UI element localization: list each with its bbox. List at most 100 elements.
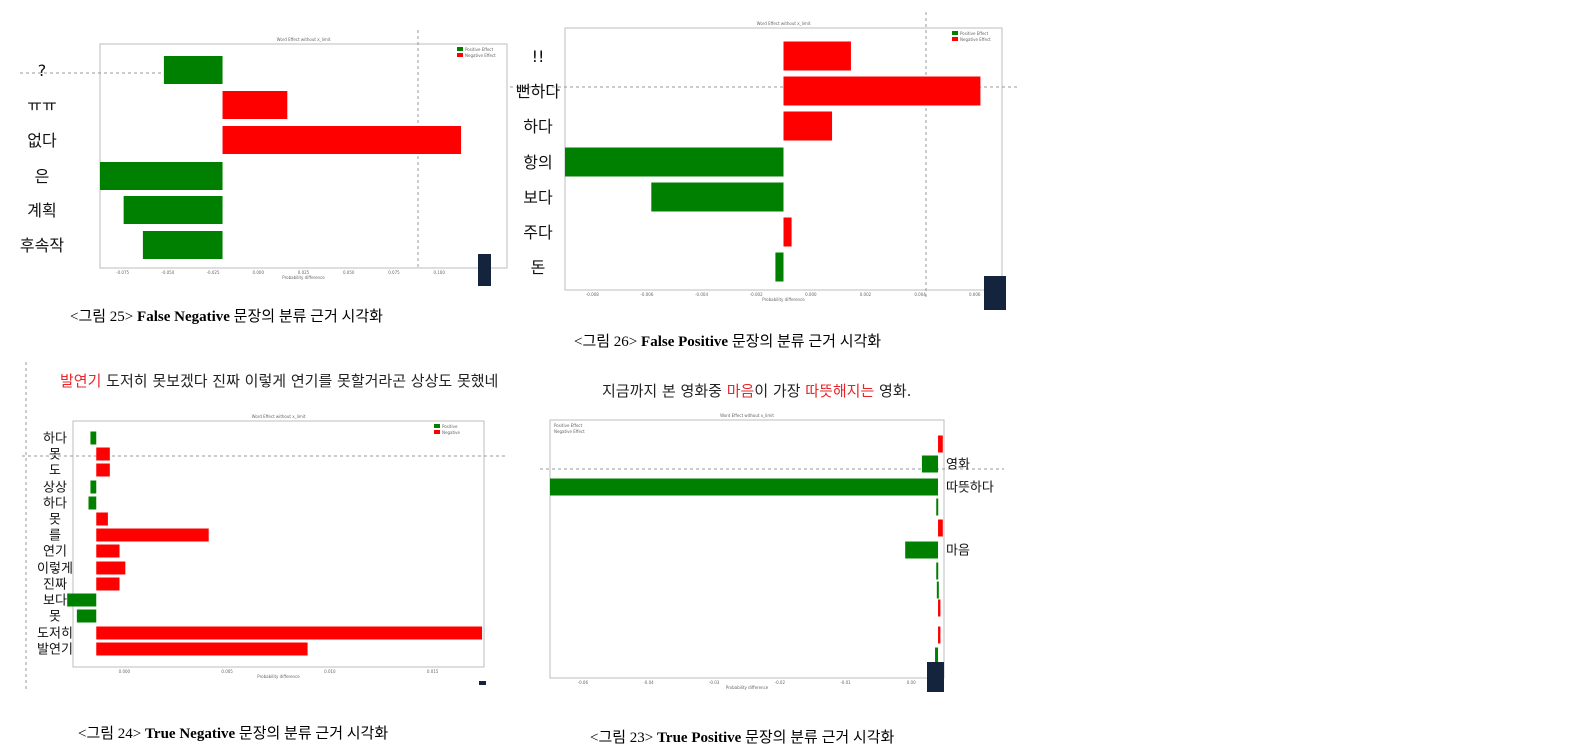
legend-entry: Positive xyxy=(442,424,458,429)
y-tick-label: 진짜 xyxy=(43,578,67,593)
caption-fig25-prefix: <그림 25> xyxy=(70,309,137,325)
x-tick-label: 0.000 xyxy=(805,292,817,297)
caption-fig25-suffix: 문장의 분류 근거 시각화 xyxy=(230,309,383,325)
x-axis-label: Probability difference xyxy=(282,275,325,280)
y-tick-label: 영화 xyxy=(946,458,970,473)
corner-logo xyxy=(927,662,944,692)
y-tick-label: 연기 xyxy=(43,545,67,560)
x-tick-label: 0.025 xyxy=(298,270,310,275)
x-tick-label: 0.050 xyxy=(343,270,355,275)
bar xyxy=(565,148,784,177)
bar xyxy=(96,562,125,575)
bar xyxy=(143,231,223,259)
y-tick-label: 마음 xyxy=(946,544,970,559)
x-tick-label: -0.008 xyxy=(586,292,599,297)
caption-fig24-bold: True Negative xyxy=(145,726,235,742)
y-tick-label: 못 xyxy=(49,513,61,528)
legend-entry: Positive Effect xyxy=(960,31,989,36)
sentence-fig23-part2: 이 가장 xyxy=(754,382,805,400)
chart-title: Word Effect without x_limit xyxy=(720,413,774,418)
caption-fig24: <그림 24> True Negative 문장의 분류 근거 시각화 xyxy=(78,722,388,743)
sentence-fig23-highlight2: 따뜻해지는 xyxy=(805,382,874,400)
caption-fig25-bold: False Negative xyxy=(137,309,230,325)
chart-title: Word Effect without x_limit xyxy=(252,414,306,419)
caption-fig24-prefix: <그림 24> xyxy=(78,726,145,742)
bar xyxy=(96,464,110,477)
y-tick-label: 못 xyxy=(49,448,61,463)
caption-fig25: <그림 25> False Negative 문장의 분류 근거 시각화 xyxy=(70,305,383,326)
y-tick-label: 돈 xyxy=(531,258,546,277)
sentence-fig24: 발연기 도저히 못보겠다 진짜 이렇게 연기를 못할거라곤 상상도 못했네 xyxy=(60,372,510,391)
x-tick-label: 0.015 xyxy=(427,669,439,674)
bar xyxy=(784,112,833,141)
bar xyxy=(936,499,938,516)
bar xyxy=(922,456,938,473)
chart-fig25: Word Effect without x_limit Probability d… xyxy=(0,0,510,300)
legend-swatch xyxy=(457,47,463,51)
x-tick-label: -0.006 xyxy=(640,292,653,297)
y-tick-label: 도저히 xyxy=(37,627,73,642)
legend-entry: Positive Effect xyxy=(465,47,494,52)
x-tick-label: 0.010 xyxy=(324,669,336,674)
figure-24: Word Effect without x_limit Probability d… xyxy=(0,400,520,700)
y-tick-label: 도 xyxy=(49,464,61,479)
sentence-fig23-highlight1: 마음 xyxy=(727,382,755,400)
corner-logo xyxy=(478,254,491,286)
caption-fig26: <그림 26> False Positive 문장의 분류 근거 시각화 xyxy=(574,330,881,351)
figure-26: Word Effect without x_limit Probability d… xyxy=(505,0,1025,320)
caption-fig23: <그림 23> True Positive 문장의 분류 근거 시각화 xyxy=(590,726,894,747)
corner-logo xyxy=(479,681,486,685)
sentence-fig23-part1: 지금까지 본 영화중 xyxy=(602,382,727,400)
bar xyxy=(905,542,938,559)
bar xyxy=(96,578,119,591)
y-tick-label: 를 xyxy=(49,529,61,544)
bar xyxy=(96,513,108,526)
plot-frame xyxy=(550,420,944,678)
legend-entry: Negative Effect xyxy=(554,429,585,434)
x-tick-label: 0.100 xyxy=(433,270,445,275)
y-tick-label: 하다 xyxy=(43,497,67,512)
bar xyxy=(938,600,940,617)
y-tick-label: 계획 xyxy=(27,201,56,220)
bar xyxy=(935,648,938,665)
legend-entry: Positive Effect xyxy=(554,423,583,428)
bar xyxy=(96,529,208,542)
bar xyxy=(784,42,851,71)
x-tick-label: -0.075 xyxy=(116,270,129,275)
bar xyxy=(96,448,110,461)
x-tick-label: 0.00 xyxy=(907,680,916,685)
chart-title: Word Effect without x_limit xyxy=(277,37,331,42)
bar xyxy=(938,520,943,537)
bar xyxy=(937,582,939,599)
x-tick-label: 0.002 xyxy=(860,292,872,297)
y-tick-label: ㅠㅠ xyxy=(27,96,56,115)
y-tick-label: 은 xyxy=(35,167,50,186)
bar xyxy=(67,594,96,607)
bar xyxy=(124,196,223,224)
bar xyxy=(164,56,223,84)
bar xyxy=(77,610,96,623)
caption-fig23-suffix: 문장의 분류 근거 시각화 xyxy=(741,730,894,746)
corner-logo xyxy=(984,276,1006,310)
x-tick-label: -0.025 xyxy=(207,270,220,275)
x-tick-label: -0.01 xyxy=(840,680,851,685)
bar xyxy=(90,481,96,494)
chart-fig24: Word Effect without x_limit Probability d… xyxy=(0,400,520,700)
bar xyxy=(775,253,783,282)
x-tick-label: 0.004 xyxy=(914,292,926,297)
bar xyxy=(938,436,943,453)
sentence-fig23-part3: 영화. xyxy=(874,382,911,400)
sentence-fig23: 지금까지 본 영화중 마음이 가장 따뜻해지는 영화. xyxy=(602,382,1062,401)
bar xyxy=(223,126,462,154)
y-tick-label: 후속작 xyxy=(20,236,64,255)
bar xyxy=(223,91,288,119)
x-tick-label: 0.000 xyxy=(119,669,131,674)
y-tick-label: 하다 xyxy=(523,117,553,136)
legend-swatch xyxy=(952,31,958,35)
figure-23: Word Effect without x_limit Probability d… xyxy=(530,400,1050,700)
y-tick-label: 보다 xyxy=(523,188,553,207)
y-tick-label: 보다 xyxy=(43,594,67,609)
bar xyxy=(96,627,482,640)
legend-entry: Negative Effect xyxy=(465,53,496,58)
x-tick-label: -0.004 xyxy=(695,292,708,297)
